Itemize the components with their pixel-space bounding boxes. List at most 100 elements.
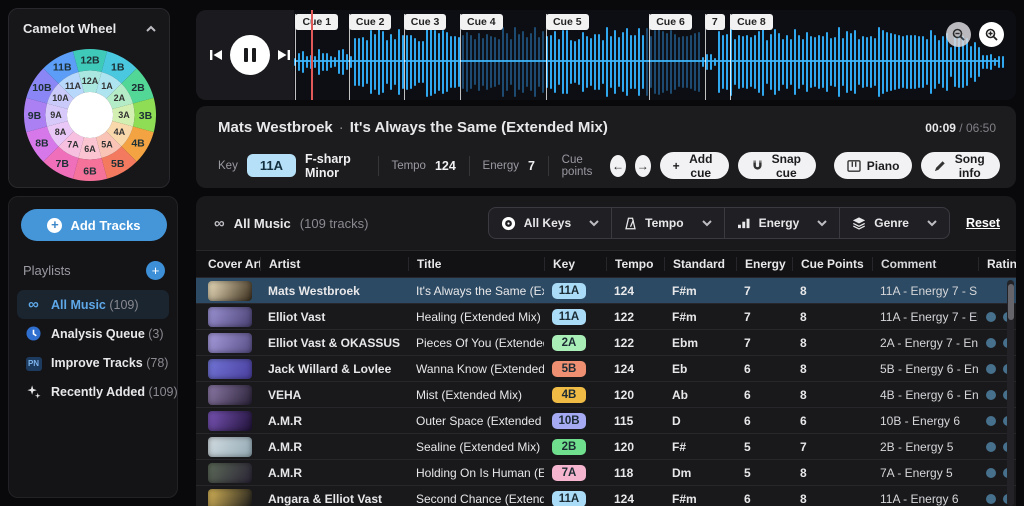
column-header-standard[interactable]: Standard	[664, 257, 736, 271]
sidebar-item-improve-tracks[interactable]: PN Improve Tracks (78)	[17, 348, 169, 377]
cover-art	[208, 306, 252, 327]
camelot-segment-11b[interactable]	[43, 51, 79, 84]
column-header-comment[interactable]: Comment	[872, 257, 978, 271]
cue-tag[interactable]: Cue 3	[403, 14, 447, 30]
camelot-segment-7b[interactable]	[43, 146, 79, 179]
rating-dot[interactable]	[986, 493, 996, 504]
camelot-segment-6b[interactable]	[72, 157, 108, 181]
camelot-segment-1b[interactable]	[101, 51, 137, 84]
rating-dot[interactable]	[986, 363, 996, 374]
camelot-segment-12a[interactable]	[78, 70, 102, 93]
rating-dot[interactable]	[986, 415, 996, 426]
cue-tag[interactable]: Cue 1	[295, 14, 339, 30]
table-row[interactable]: VEHA Mist (Extended Mix) 4B 120 Ab 6 8 4B - Ene…	[196, 382, 1016, 408]
camelot-segment-5b[interactable]	[101, 146, 137, 179]
camelot-segment-11a[interactable]	[58, 72, 85, 99]
cue-prev-button[interactable]: ←	[610, 154, 626, 177]
snap-cue-button[interactable]: Snap cue	[737, 152, 816, 180]
column-header-title[interactable]: Title	[408, 257, 544, 271]
cue-tag[interactable]: 7	[704, 14, 725, 30]
filter-genre[interactable]: Genre	[839, 208, 949, 238]
add-tracks-label: Add Tracks	[70, 217, 141, 233]
cell-comment: 11A - Energy 7 - Enc...	[880, 309, 978, 324]
table-row[interactable]: Jack Willard & Lovlee Wanna Know (Extende…	[196, 356, 1016, 382]
vertical-scrollbar[interactable]	[1007, 280, 1014, 506]
piano-button[interactable]: Piano	[833, 152, 913, 179]
filter-all-keys[interactable]: All Keys	[489, 208, 611, 238]
camelot-segment-5a[interactable]	[95, 131, 122, 158]
filter-tempo[interactable]: Tempo	[611, 208, 723, 238]
sidebar-item-analysis-queue[interactable]: Analysis Queue (3)	[17, 319, 169, 348]
scrollbar-thumb[interactable]	[1007, 284, 1014, 320]
wave-zoom-out-button[interactable]	[946, 22, 971, 47]
cell-energy: 6	[744, 387, 751, 402]
camelot-segment-2b[interactable]	[121, 68, 154, 104]
cue-next-button[interactable]: →	[634, 154, 651, 177]
column-header-cover-art[interactable]: Cover Art	[208, 257, 260, 271]
cell-standard: Ab	[672, 387, 688, 402]
song-info-button[interactable]: Song info	[921, 152, 1000, 180]
table-row[interactable]: A.M.R Sealine (Extended Mix) [... 2B 120 F# 5…	[196, 434, 1016, 460]
sidebar-item-all-music[interactable]: ∞ All Music (109)	[17, 290, 169, 319]
sidebar-item-recently-added[interactable]: Recently Added (109)	[17, 377, 178, 406]
chevron-down-icon	[589, 220, 599, 227]
table-row[interactable]: Angara & Elliot Vast Second Chance (Exten…	[196, 486, 1016, 506]
rating-dot[interactable]	[986, 337, 996, 348]
filter-energy[interactable]: Energy	[723, 208, 840, 238]
cue-tag[interactable]: Cue 2	[348, 14, 392, 30]
table-row[interactable]: Elliot Vast Healing (Extended Mix) 11A 122 F…	[196, 304, 1016, 330]
camelot-segment-7a[interactable]	[58, 131, 85, 158]
camelot-segment-6a[interactable]	[78, 137, 102, 160]
rating-dot[interactable]	[986, 389, 996, 400]
table-row[interactable]: Mats Westbroek It's Always the Same (Exte…	[196, 278, 1016, 304]
camelot-segment-10b[interactable]	[26, 68, 59, 104]
cell-artist: Angara & Elliot Vast	[268, 491, 383, 506]
camelot-segment-9b[interactable]	[24, 97, 48, 133]
camelot-segment-8a[interactable]	[47, 120, 74, 147]
column-header-rating[interactable]: Rating	[978, 257, 1016, 271]
table-row[interactable]: Elliot Vast & OKASSUS Pieces Of You (Exte…	[196, 330, 1016, 356]
add-cue-button[interactable]: + Add cue	[659, 152, 729, 180]
rating-dot[interactable]	[986, 467, 996, 478]
camelot-segment-3b[interactable]	[132, 97, 156, 133]
skip-back-button[interactable]	[209, 48, 223, 62]
camelot-segment-9a[interactable]	[45, 103, 68, 127]
wave-zoom-in-button[interactable]	[979, 22, 1004, 47]
camelot-segment-2a[interactable]	[106, 83, 133, 110]
collapse-chevron-up-icon[interactable]	[145, 23, 157, 35]
camelot-segment-4a[interactable]	[106, 120, 133, 147]
camelot-segment-8b[interactable]	[26, 126, 59, 162]
cover-art	[208, 436, 252, 457]
rating-dot[interactable]	[986, 311, 996, 322]
cell-tempo: 115	[614, 413, 634, 428]
playhead[interactable]	[310, 10, 313, 100]
column-header-key[interactable]: Key	[544, 257, 606, 271]
cue-tag[interactable]: Cue 5	[545, 14, 589, 30]
table-row[interactable]: A.M.R Holding On Is Human (Ext... 7A 118 Dm 5…	[196, 460, 1016, 486]
key-badge[interactable]: 11A	[246, 154, 296, 177]
column-header-tempo[interactable]: Tempo	[606, 257, 664, 271]
cue-tag[interactable]: Cue 4	[460, 14, 503, 30]
column-header-artist[interactable]: Artist	[260, 257, 408, 271]
camelot-segment-4b[interactable]	[121, 126, 154, 162]
skip-forward-button[interactable]	[277, 48, 291, 62]
waveform[interactable]: Cue 1 Cue 2 Cue 3 Cue 4 Cue 5 Cue 6 7 Cue 8	[294, 10, 1016, 100]
column-header-energy[interactable]: Energy	[736, 257, 792, 271]
table-row[interactable]: A.M.R Outer Space (Extended M... 10B 115 D 6 6…	[196, 408, 1016, 434]
cue-line	[545, 14, 547, 100]
reset-filters-link[interactable]: Reset	[965, 216, 1000, 230]
column-header-cue-points[interactable]: Cue Points	[792, 257, 872, 271]
camelot-segment-10a[interactable]	[47, 83, 74, 110]
camelot-segment-12b[interactable]	[72, 49, 108, 73]
cue-tag[interactable]: Cue 8	[730, 14, 773, 30]
cue-tag[interactable]: Cue 6	[649, 14, 692, 30]
rating-dot[interactable]	[986, 441, 996, 452]
add-playlist-button[interactable]: +	[146, 261, 165, 280]
cell-standard: F#	[672, 439, 687, 454]
pause-button[interactable]	[230, 35, 270, 75]
add-tracks-button[interactable]: + Add Tracks	[21, 209, 167, 241]
piano-icon	[847, 159, 861, 172]
camelot-segment-1a[interactable]	[95, 72, 122, 99]
camelot-segment-3a[interactable]	[112, 103, 135, 127]
